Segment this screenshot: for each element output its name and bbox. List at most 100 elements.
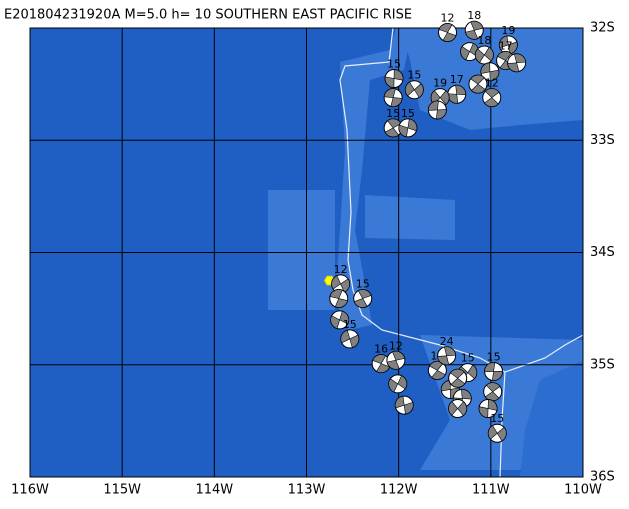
beachball-quadrant bbox=[397, 375, 407, 390]
x-tick-label: 114W bbox=[195, 483, 233, 498]
beachball-quadrant bbox=[383, 88, 396, 98]
focal-mechanism bbox=[384, 69, 404, 89]
beachball-quadrant bbox=[450, 377, 466, 388]
beachball-quadrant bbox=[349, 334, 360, 348]
focal-mechanism bbox=[437, 346, 457, 366]
focal-mechanism bbox=[331, 274, 351, 294]
focal-mechanism bbox=[398, 118, 418, 138]
beachball-quadrant bbox=[393, 69, 404, 81]
beachball-quadrant bbox=[331, 275, 341, 290]
depth-label: 15 bbox=[356, 278, 370, 291]
beachball-quadrant bbox=[487, 399, 498, 411]
depth-label: 12 bbox=[485, 77, 499, 90]
beachball-quadrant bbox=[384, 127, 400, 138]
beachball-quadrant bbox=[478, 406, 489, 418]
beachball-quadrant bbox=[403, 402, 414, 415]
y-tick-label: 35S bbox=[590, 357, 615, 372]
y-tick-label: 32S bbox=[590, 21, 615, 36]
beachball-quadrant bbox=[513, 53, 526, 64]
focal-mechanism bbox=[468, 74, 488, 94]
focal-mechanism bbox=[448, 368, 468, 388]
beachball-quadrant bbox=[388, 378, 399, 393]
beachball-quadrant bbox=[353, 298, 368, 308]
beachball-quadrant bbox=[484, 362, 496, 373]
y-tick-label: 34S bbox=[590, 245, 615, 260]
depth-label: 12 bbox=[389, 339, 403, 352]
beachball-quadrant bbox=[398, 124, 409, 138]
focal-mechanism bbox=[483, 382, 503, 402]
focal-mechanism bbox=[480, 62, 500, 82]
focal-mechanism bbox=[427, 100, 447, 120]
beachball-quadrant bbox=[470, 74, 485, 85]
map-title: E201804231920A M=5.0 h= 10 SOUTHERN EAST… bbox=[4, 8, 412, 23]
depth-label: 15 bbox=[490, 412, 504, 425]
ridge-bathymetry bbox=[520, 360, 583, 477]
beachball-quadrant bbox=[480, 62, 491, 74]
beachball-quadrant bbox=[465, 29, 479, 40]
beachball-quadrant bbox=[407, 118, 418, 132]
beachball-quadrant bbox=[471, 83, 486, 94]
focal-mechanism bbox=[329, 289, 349, 309]
beachball-quadrant bbox=[428, 100, 439, 111]
x-tick-label: 116W bbox=[11, 483, 49, 498]
beachball-quadrant bbox=[457, 401, 467, 416]
focal-mechanism bbox=[388, 374, 408, 394]
focal-mechanism bbox=[487, 423, 507, 443]
focal-mechanism bbox=[427, 360, 447, 380]
beachball-quadrant bbox=[475, 48, 485, 63]
beachball-quadrant bbox=[484, 97, 499, 107]
depth-label: 15 bbox=[386, 107, 400, 120]
y-tick-label: 36S bbox=[590, 470, 615, 485]
depth-label: 17 bbox=[499, 40, 513, 53]
focal-mechanism bbox=[383, 88, 403, 108]
x-tick-label: 113W bbox=[288, 483, 326, 498]
focal-mechanism bbox=[330, 310, 350, 330]
beachball-quadrant bbox=[492, 370, 503, 381]
depth-label: 12 bbox=[441, 11, 455, 24]
beachball-quadrant bbox=[442, 32, 457, 42]
beachball-quadrant bbox=[439, 90, 450, 105]
beachball-quadrant bbox=[405, 81, 415, 97]
beachball-quadrant bbox=[484, 88, 500, 98]
beachball-quadrant bbox=[340, 329, 351, 344]
beachball-quadrant bbox=[438, 23, 453, 33]
focal-mechanism bbox=[447, 84, 467, 104]
beachball-quadrant bbox=[497, 51, 512, 61]
focal-mechanism bbox=[448, 399, 468, 419]
depth-label: 17 bbox=[450, 73, 464, 86]
depth-label: 24 bbox=[440, 335, 454, 348]
beachball-quadrant bbox=[460, 46, 471, 61]
beachball-quadrant bbox=[460, 389, 472, 400]
depth-label: 18 bbox=[477, 34, 491, 47]
beachball-quadrant bbox=[499, 35, 509, 49]
beachball-quadrant bbox=[437, 355, 450, 366]
beachball-quadrant bbox=[384, 76, 395, 88]
beachball-quadrant bbox=[431, 369, 446, 380]
beachball-quadrant bbox=[390, 97, 403, 107]
depth-label: 19 bbox=[433, 77, 447, 90]
beachball-quadrant bbox=[483, 46, 494, 62]
focal-mechanism bbox=[383, 118, 403, 138]
beachball-quadrant bbox=[448, 401, 459, 416]
depth-label: 18 bbox=[467, 9, 481, 22]
beachball-quadrant bbox=[450, 368, 465, 379]
beachball-quadrant bbox=[489, 69, 500, 82]
focal-mechanism bbox=[394, 395, 414, 415]
beachball-quadrant bbox=[357, 289, 372, 299]
focal-mechanism bbox=[482, 88, 502, 108]
focal-mechanism bbox=[478, 399, 498, 419]
x-tick-label: 111W bbox=[472, 483, 510, 498]
beachball-quadrant bbox=[392, 351, 406, 361]
focal-mechanism bbox=[507, 53, 527, 73]
depth-label: 15 bbox=[387, 58, 401, 71]
depth-label: 15 bbox=[487, 350, 501, 363]
depth-label: 15 bbox=[461, 352, 475, 365]
focal-mechanism bbox=[474, 45, 494, 65]
focal-mechanism bbox=[386, 350, 406, 370]
focal-mechanism bbox=[438, 22, 458, 42]
beachball-quadrant bbox=[435, 109, 447, 120]
beachball-quadrant bbox=[386, 359, 400, 370]
x-tick-label: 115W bbox=[103, 483, 141, 498]
focal-mechanism bbox=[484, 361, 504, 381]
